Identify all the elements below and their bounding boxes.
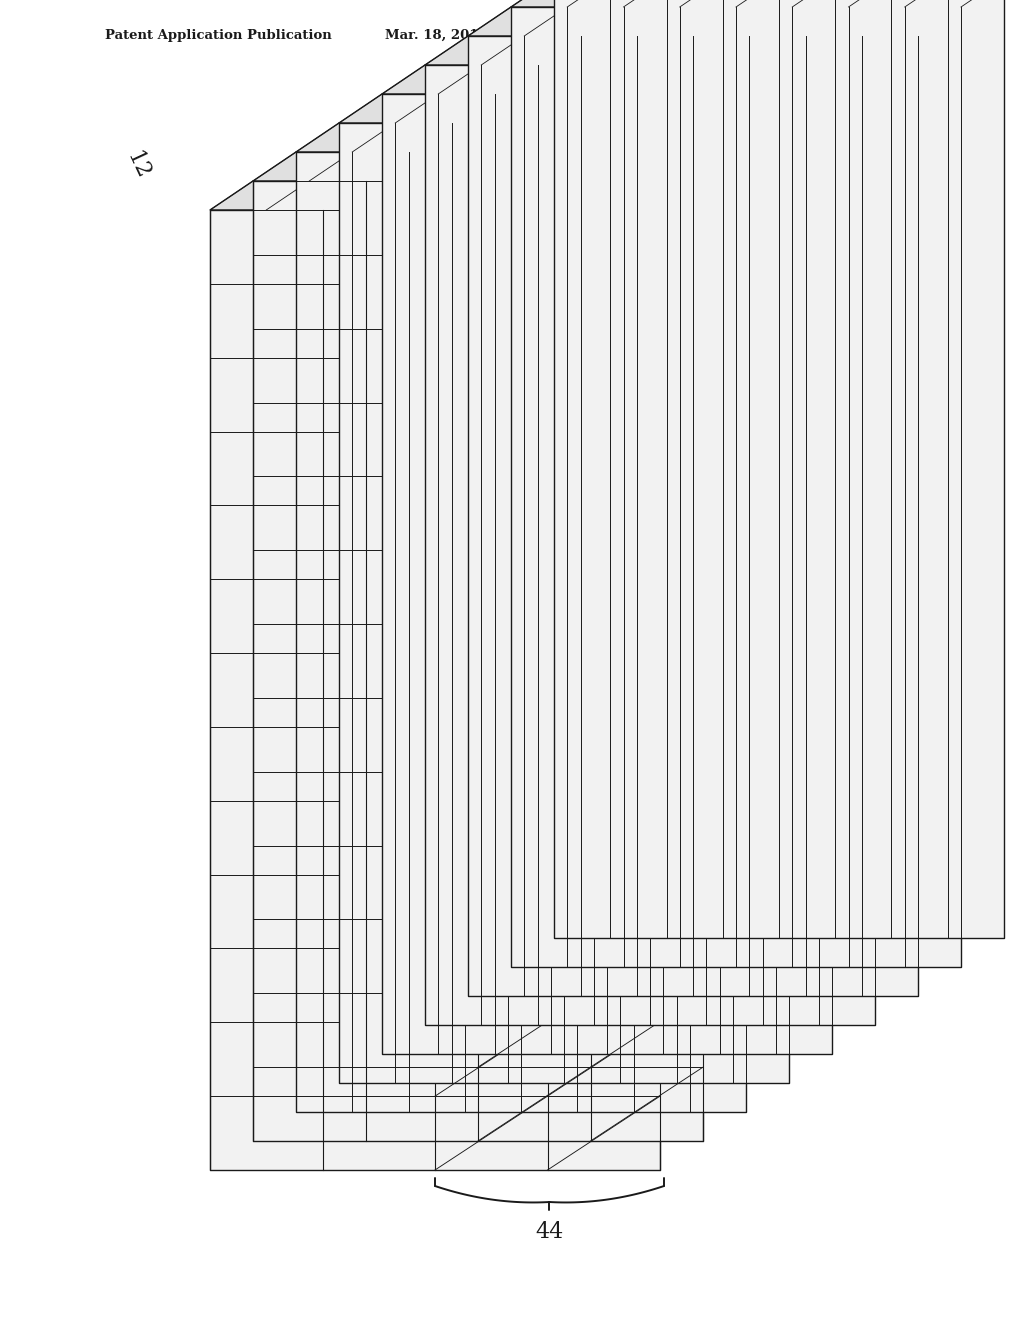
Polygon shape <box>339 94 831 123</box>
Polygon shape <box>425 65 874 1026</box>
Polygon shape <box>296 152 746 1111</box>
Polygon shape <box>210 181 703 210</box>
Text: 12: 12 <box>122 148 154 182</box>
Text: 16: 16 <box>692 174 724 210</box>
Polygon shape <box>253 181 703 1140</box>
Polygon shape <box>468 7 961 36</box>
Polygon shape <box>382 94 831 1053</box>
Polygon shape <box>339 123 790 1082</box>
Polygon shape <box>511 0 1004 7</box>
Polygon shape <box>253 152 746 181</box>
Polygon shape <box>425 36 918 65</box>
Text: 44: 44 <box>536 1221 563 1243</box>
Text: US 2010/0068630 A1: US 2010/0068630 A1 <box>655 29 811 41</box>
Text: Mar. 18, 2010  Sheet 8 of 9: Mar. 18, 2010 Sheet 8 of 9 <box>385 29 586 41</box>
Polygon shape <box>554 0 1004 939</box>
Polygon shape <box>382 65 874 94</box>
Polygon shape <box>468 36 918 997</box>
Text: Patent Application Publication: Patent Application Publication <box>105 29 332 41</box>
Text: FIG. 8: FIG. 8 <box>790 725 893 755</box>
Polygon shape <box>296 123 790 152</box>
Polygon shape <box>210 210 660 1170</box>
Text: 14: 14 <box>626 131 658 165</box>
Polygon shape <box>511 7 961 968</box>
